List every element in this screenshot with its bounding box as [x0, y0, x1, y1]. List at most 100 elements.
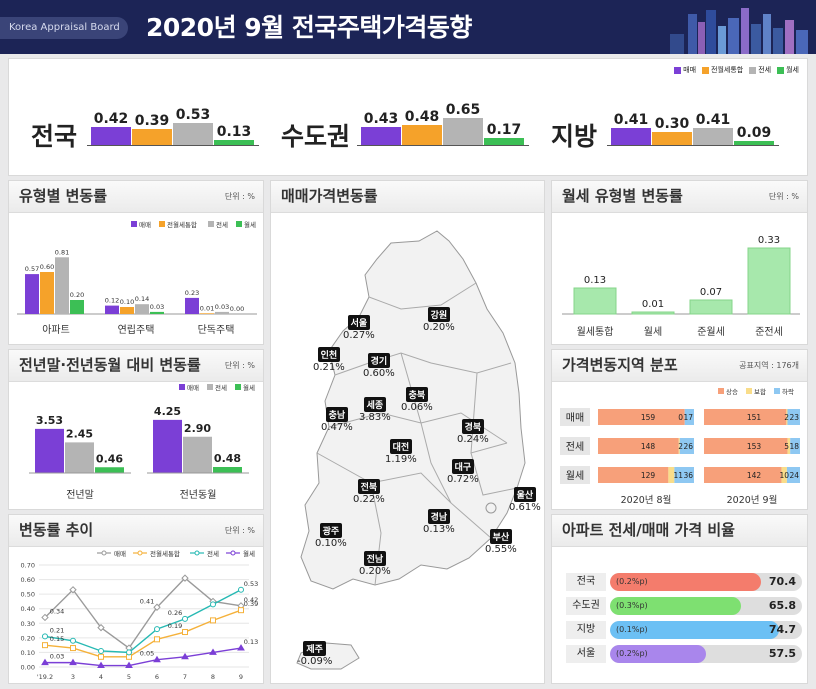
map-region-value: 0.21% — [313, 362, 345, 373]
map-region: 광주 0.10% — [315, 519, 347, 549]
map-region-name: 제주 — [303, 641, 326, 656]
x-tick-label: 9 — [239, 673, 243, 681]
segment — [679, 438, 694, 454]
point — [153, 603, 161, 611]
legend-marker — [137, 550, 143, 556]
point-label: 0.53 — [244, 580, 258, 588]
map-region-value: 0.20% — [359, 566, 391, 577]
map-region: 전남 0.20% — [359, 547, 391, 577]
summary-value: 0.43 — [363, 110, 399, 127]
point — [97, 623, 105, 632]
bar — [689, 299, 733, 315]
legend-label: 매매 — [187, 384, 199, 392]
ratio-panel: 아파트 전세/매매 가격 비율 전국 (0.2%p) 70.4 수도권 (0.3%p) 6… — [551, 514, 808, 684]
point — [181, 652, 189, 660]
header: Korea Appraisal Board 2020년 9월 전국주택가격동향 — [0, 0, 816, 54]
segment — [787, 409, 800, 425]
map-region-name: 경기 — [367, 353, 391, 368]
legend-label: 전월세통합 — [150, 549, 180, 558]
bar — [200, 313, 214, 314]
segment-label: 18 — [789, 442, 799, 451]
map-region-value: 0.13% — [423, 524, 455, 535]
summary-value: 0.48 — [404, 108, 440, 125]
category-label: 연립주택 — [118, 323, 155, 336]
summary-value: 0.53 — [175, 106, 211, 123]
map-title: 매매가격변동률 — [271, 181, 544, 213]
data-label: 0.12 — [105, 297, 119, 305]
map-region: 인천 0.21% — [313, 343, 345, 373]
map-region-value: 0.24% — [457, 434, 489, 445]
summary-bar — [611, 127, 651, 145]
segment — [786, 409, 788, 425]
category-label: 아파트 — [42, 324, 70, 336]
summary-bar — [214, 139, 254, 145]
y-tick-label: 0.30 — [21, 620, 35, 628]
y-tick-label: 0.70 — [21, 562, 35, 570]
point — [42, 633, 48, 640]
legend-marker — [230, 550, 236, 556]
summary-bar — [361, 126, 401, 145]
summary-value: 0.30 — [654, 116, 690, 133]
point — [69, 586, 77, 594]
page-title: 2020년 9월 전국주택가격동향 — [146, 13, 472, 42]
y-tick-label: 0.20 — [21, 634, 35, 642]
summary-value: 0.42 — [93, 111, 129, 128]
bar — [95, 467, 124, 473]
point — [98, 653, 104, 660]
legend-label: 월세 — [244, 220, 256, 229]
segment — [704, 438, 788, 454]
monthly-type-unit: 단위 : % — [768, 192, 799, 201]
row-label: 월세 — [566, 470, 584, 482]
category-label: 전년동월 — [180, 489, 217, 501]
point — [182, 629, 188, 636]
ratio-title: 아파트 전세/매매 가격 비율 — [552, 515, 807, 547]
x-tick-label: 3 — [71, 673, 75, 681]
ratio-region: 전국 — [566, 573, 606, 591]
x-tick-label: '19.2 — [37, 673, 53, 681]
legend-swatch — [774, 388, 780, 394]
map-region-value: 0.72% — [447, 474, 479, 485]
region-dist-panel: 가격변동지역 분포 공표지역 : 176개 상승 보합 하락 매매 159 0 17 151 2 2… — [551, 349, 808, 510]
map-region: 서울 0.27% — [343, 311, 375, 341]
point — [70, 645, 76, 652]
summary-baseline — [357, 145, 529, 146]
map-region-name: 세종 — [363, 397, 387, 412]
x-tick-label: 5 — [127, 673, 131, 681]
data-label: 0.13 — [584, 275, 606, 286]
ratio-track: (0.2%p) 57.5 — [610, 645, 802, 663]
point-label: 0.15 — [50, 635, 64, 643]
bar — [135, 304, 149, 314]
series-line — [45, 647, 242, 667]
bar — [183, 436, 212, 473]
segment — [598, 438, 679, 454]
map-region: 경기 0.60% — [363, 349, 395, 379]
point — [98, 647, 104, 654]
y-tick-label: 0.40 — [21, 605, 35, 613]
data-label: 0.20 — [70, 291, 84, 299]
point — [238, 586, 244, 593]
y-tick-label: 0.60 — [21, 576, 35, 584]
ratio-region: 수도권 — [566, 597, 606, 615]
city-skyline-image — [670, 8, 808, 54]
category-label: 월세통합 — [577, 326, 614, 338]
data-label: 0.81 — [55, 248, 69, 256]
summary-group: 전국 0.42 0.39 0.53 0.13 — [29, 89, 269, 169]
ratio-region: 서울 — [566, 645, 606, 663]
summary-bar — [484, 137, 524, 145]
legend-label: 상승 — [726, 387, 738, 396]
legend-label: 월세 — [243, 549, 255, 558]
segment-label: 26 — [683, 442, 693, 451]
point-label: 0.34 — [50, 607, 64, 615]
map-region: 경북 0.24% — [457, 415, 489, 445]
ratio-bar — [610, 597, 742, 615]
bar — [215, 311, 229, 314]
point-label: 0.21 — [50, 626, 64, 634]
segment-label: 2 — [784, 413, 789, 422]
map-region-value: 0.47% — [321, 422, 353, 433]
y-tick-label: 0.00 — [21, 664, 35, 672]
summary-bar — [132, 128, 172, 145]
monthly-type-title: 월세 유형별 변동률 단위 : % — [552, 181, 807, 213]
summary-value: 0.41 — [695, 111, 731, 128]
segment-label: 17 — [683, 413, 693, 422]
legend-label: 매매 — [139, 221, 151, 229]
